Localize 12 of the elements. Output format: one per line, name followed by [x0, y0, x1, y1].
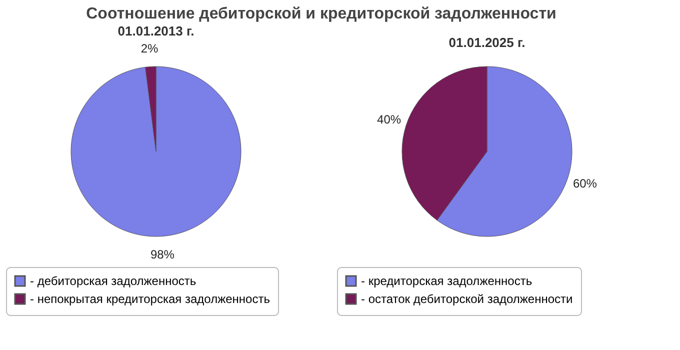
data-label: 40%	[377, 112, 402, 127]
data-label: 98%	[150, 247, 175, 262]
legend-label: - дебиторская задолженность	[30, 274, 196, 288]
legend-label: - непокрытая кредиторская задолженность	[30, 292, 270, 306]
data-label: 60%	[572, 176, 598, 190]
pie-slice	[70, 66, 242, 237]
chart-title: 01.01.2013 г.	[118, 24, 194, 39]
chart-title: 01.01.2025 г.	[448, 35, 526, 50]
data-label: 2%	[140, 42, 159, 56]
text: Соотношение дебиторской и кредиторской задолженности	[86, 6, 556, 23]
legend-label: - остаток дебиторской задолженности	[361, 292, 573, 306]
legend-label: - кредиторская задолженность	[361, 274, 532, 288]
